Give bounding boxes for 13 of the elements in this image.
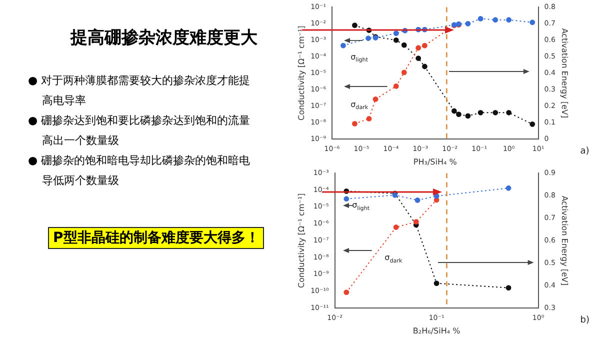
y2-axis-title: Activation Energy [eV] xyxy=(560,196,570,286)
text: a) xyxy=(580,146,590,156)
text: ● 硼掺杂达到饱和要比磷掺杂达到饱和的流量高出一个数量级 xyxy=(28,113,252,149)
y-axis-title: Conductivity [Ω⁻¹ cm⁻¹] xyxy=(296,26,306,120)
y2-axis-title: Activation Energy [eV] xyxy=(560,28,570,118)
text: ● 对于两种薄膜都需要较大的掺杂浓度才能提高电导率 xyxy=(28,73,252,109)
text: P型非晶硅的制备难度要大得多！ xyxy=(48,227,264,249)
text: b) xyxy=(580,315,590,326)
text: 提高硼掺杂浓度难度更大 xyxy=(69,27,258,49)
text: ● 硼掺杂的饱和暗电导却比磷掺杂的饱和暗电导低两个数量级 xyxy=(28,153,252,189)
y-axis-title: Conductivity [Ω⁻¹ cm⁻¹] xyxy=(296,193,306,288)
x-axis-title: B₂H₆/SiH₄ % xyxy=(412,326,461,336)
x-axis-title: PH₃/SiH₄ % xyxy=(413,157,458,166)
